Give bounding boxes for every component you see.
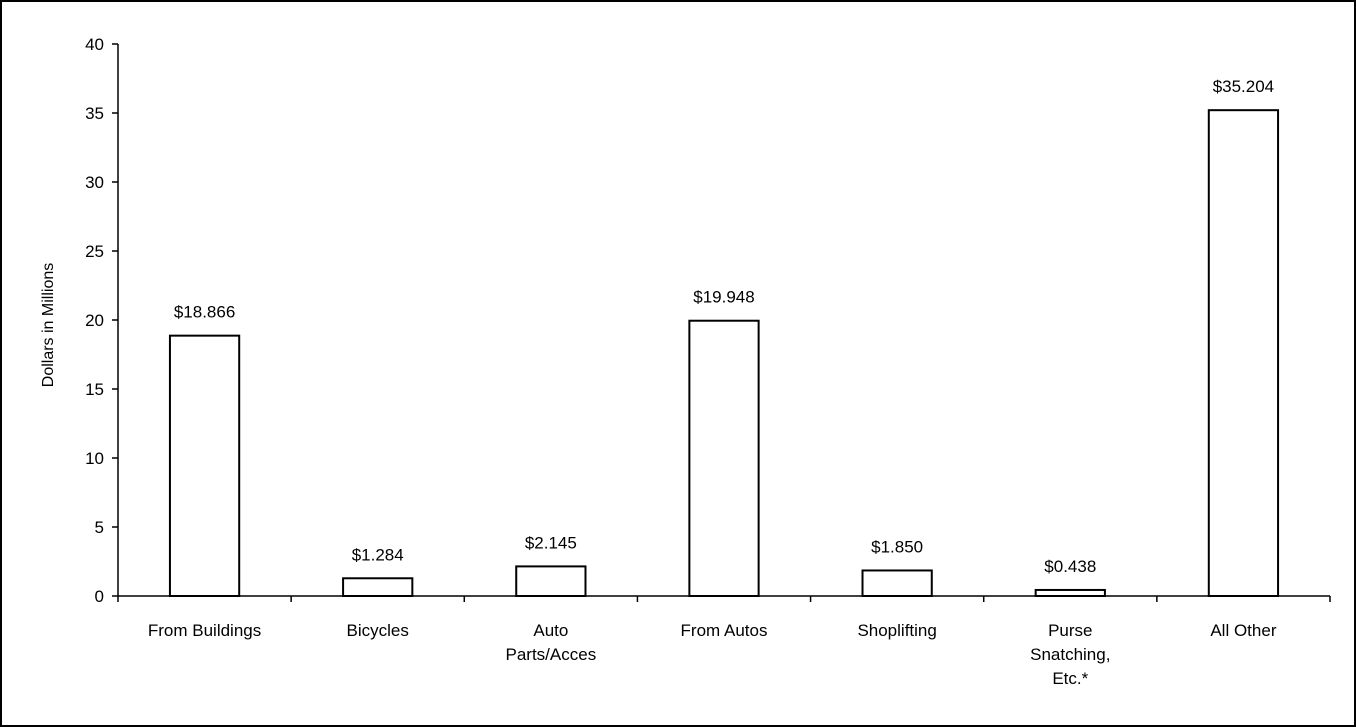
bar: [1034, 588, 1106, 598]
y-tick-label: 25: [85, 242, 104, 261]
axes: 0 5 10 15 20 25 30 35 40: [85, 35, 1331, 606]
data-label: $1.850: [871, 537, 923, 556]
x-tick-label: From Buildings: [148, 621, 261, 640]
x-tick-label: Snatching,: [1030, 645, 1110, 664]
bar: [688, 319, 760, 597]
y-tick-label: 40: [85, 35, 104, 54]
y-tick-label: 15: [85, 380, 104, 399]
bar: [861, 569, 933, 597]
x-tick-label: Bicycles: [347, 621, 409, 640]
data-label: $35.204: [1213, 77, 1274, 96]
y-tick-label: 35: [85, 104, 104, 123]
y-tick-label: 0: [95, 587, 104, 606]
x-tick-label: From Autos: [681, 621, 768, 640]
data-label: $1.284: [352, 545, 404, 564]
x-tick-label: Parts/Acces: [506, 645, 597, 664]
x-tick-label: All Other: [1210, 621, 1276, 640]
bars: [168, 109, 1280, 598]
data-label: $18.866: [174, 303, 235, 322]
data-label: $0.438: [1044, 557, 1096, 576]
y-tick-label: 10: [85, 449, 104, 468]
bar: [168, 334, 241, 597]
labels: $18.866 From Buildings $1.284 Bicycles $2.14…: [148, 77, 1277, 688]
bar: [515, 565, 587, 597]
x-tick-label: Auto: [533, 621, 568, 640]
data-label: $2.145: [525, 533, 577, 552]
x-tick-label: Etc.*: [1052, 669, 1088, 688]
y-tick-label: 30: [85, 173, 104, 192]
x-tick-label: Purse: [1048, 621, 1092, 640]
bar: [342, 577, 414, 598]
x-tick-label: Shoplifting: [857, 621, 936, 640]
bar: [1207, 109, 1280, 597]
data-label: $19.948: [693, 288, 754, 307]
y-tick-label: 20: [85, 311, 104, 330]
y-tick-label: 5: [95, 518, 104, 537]
y-axis-label: Dollars in Millions: [40, 263, 57, 387]
